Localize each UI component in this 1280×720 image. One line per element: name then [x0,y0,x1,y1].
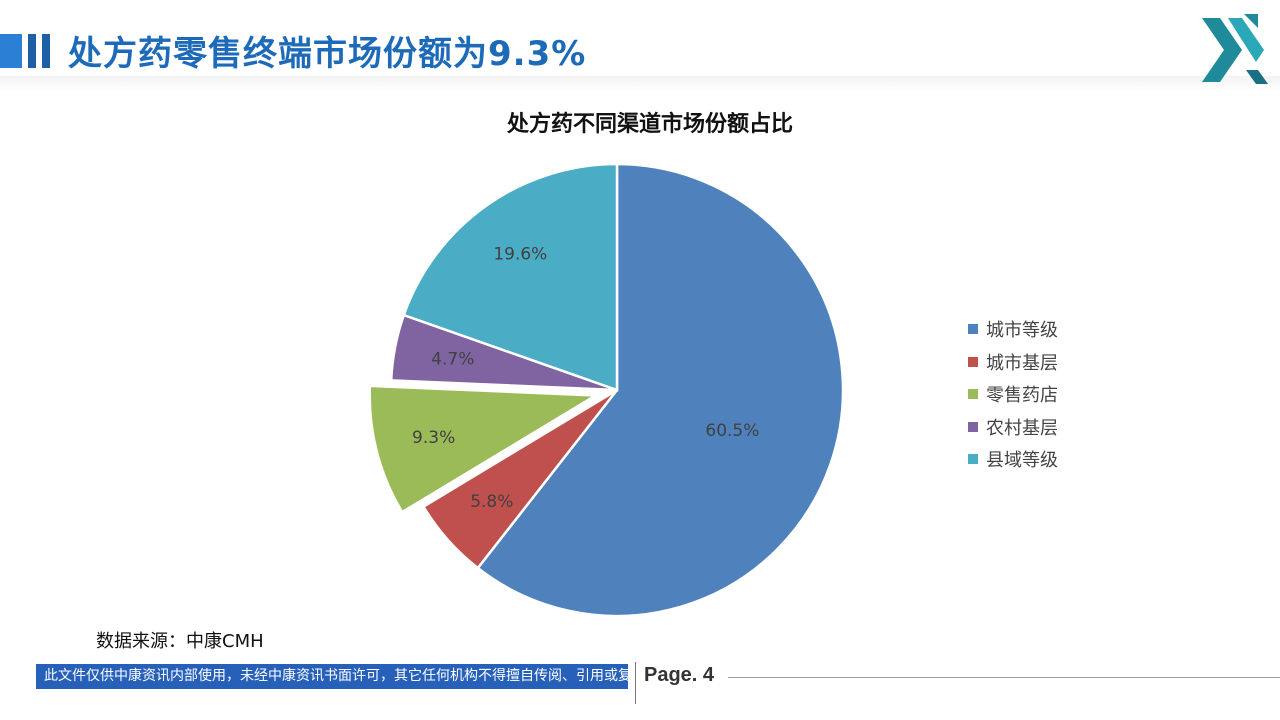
slice-data-label: 4.7% [431,349,474,369]
legend-swatch [968,324,978,335]
legend-swatch [968,454,978,465]
legend-label: 农村基层 [986,417,1058,439]
header-decor-bars [0,34,60,68]
legend-label: 城市等级 [986,320,1058,342]
pie-slice [476,162,845,618]
legend-label: 零售药店 [986,385,1058,407]
legend-label: 县域等级 [986,450,1058,472]
slice-data-label: 9.3% [412,428,455,448]
legend-item: 县域等级 [968,443,1058,476]
page-number: Page. 4 [644,664,715,686]
confidentiality-note: 此文件仅供中康资讯内部使用，未经中康资讯书面许可，其它任何机构不得擅自传阅、引用… [36,664,628,689]
legend-item: 城市等级 [968,313,1058,346]
legend-item: 零售药店 [968,378,1058,411]
slice-data-label: 60.5% [705,421,759,441]
legend-swatch [968,389,978,400]
slice-data-label: 5.8% [470,492,513,512]
legend-label: 城市基层 [986,352,1058,374]
footer-divider [635,662,636,704]
footer-rule [728,677,1280,678]
header-bar-narrow [28,34,36,68]
legend-item: 农村基层 [968,411,1058,444]
data-source: 数据来源：中康CMH [96,631,264,652]
brand-logo-icon [1202,14,1268,84]
header-bar-narrow [42,34,50,68]
pie-slice [368,384,600,514]
header-divider [0,76,1280,92]
chart-legend: 城市等级城市基层零售药店农村基层县域等级 [968,313,1058,476]
pie-slice [421,388,618,570]
legend-swatch [968,356,978,367]
header-bar-wide [0,34,22,68]
legend-swatch [968,421,978,432]
legend-item: 城市基层 [968,346,1058,379]
chart-title: 处方药不同渠道市场份额占比 [506,112,793,137]
page-title: 处方药零售终端市场份额为9.3% [68,34,587,74]
pie-slice [402,162,619,392]
slice-data-label: 19.6% [493,245,547,265]
